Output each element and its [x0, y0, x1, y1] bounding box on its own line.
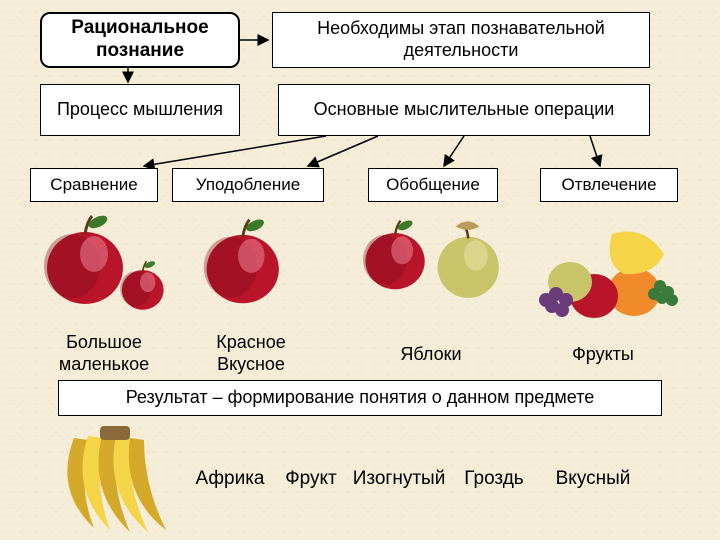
fruit-mix — [534, 214, 684, 329]
label-b2: Фрукт — [276, 468, 346, 491]
fruit-apple_mid — [200, 214, 286, 314]
label-b4: Гроздь — [454, 468, 534, 491]
arrow-4 — [444, 136, 464, 166]
box-op2: Уподобление — [172, 168, 324, 202]
arrow-2 — [144, 136, 326, 166]
box-op4: Отвлечение — [540, 168, 678, 202]
arrow-3 — [308, 136, 378, 166]
label-b1: Африка — [190, 468, 270, 491]
label-c1a: Большое — [44, 332, 164, 354]
box-need: Необходимы этап познавательной деятельно… — [272, 12, 650, 68]
fruit-apple_3b — [430, 218, 507, 308]
fruit-apple_big — [40, 210, 130, 315]
box-result: Результат – формирование понятия о данно… — [58, 380, 662, 416]
box-op1: Сравнение — [30, 168, 158, 202]
label-c2a: Красное — [196, 332, 306, 354]
fruit-apple_3a — [360, 216, 430, 299]
box-ops: Основные мыслительные операции — [278, 84, 650, 136]
fruit-apple_small — [118, 258, 168, 318]
box-op3: Обобщение — [368, 168, 498, 202]
label-c3: Яблоки — [376, 344, 486, 366]
label-b5: Вкусный — [548, 468, 638, 491]
label-c4: Фрукты — [548, 344, 658, 366]
arrow-5 — [590, 136, 600, 166]
box-title: Рациональное познание — [40, 12, 240, 68]
label-c1b: маленькое — [44, 354, 164, 376]
label-c2b: Вкусное — [196, 354, 306, 376]
label-b3: Изогнутый — [344, 468, 454, 491]
fruit-bananas — [44, 420, 194, 545]
box-process: Процесс мышления — [40, 84, 240, 136]
